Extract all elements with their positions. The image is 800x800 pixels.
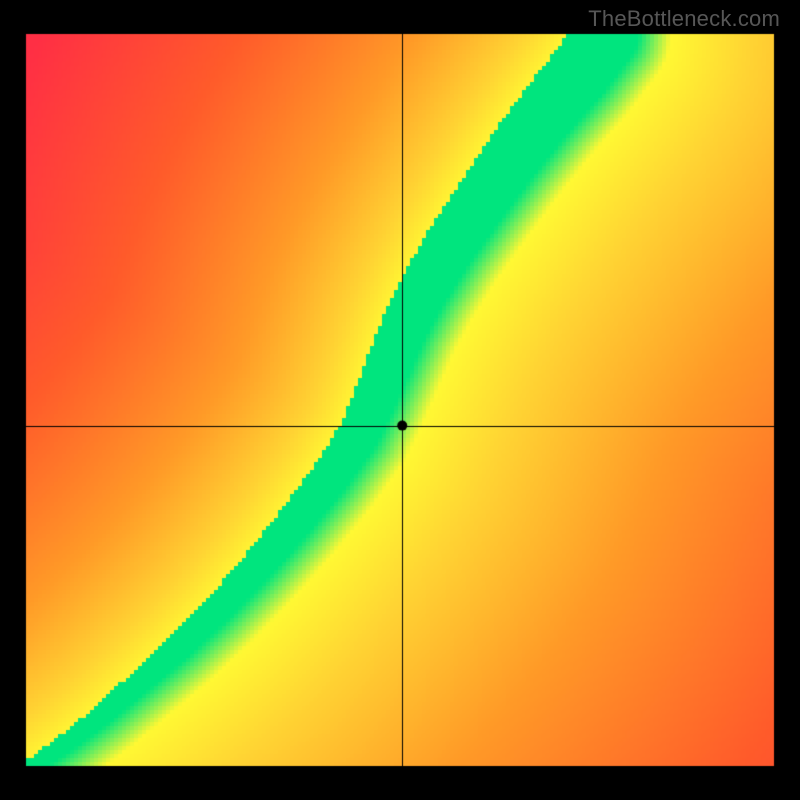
watermark-text: TheBottleneck.com (588, 6, 780, 32)
heatmap-canvas (0, 0, 800, 800)
chart-container: TheBottleneck.com (0, 0, 800, 800)
